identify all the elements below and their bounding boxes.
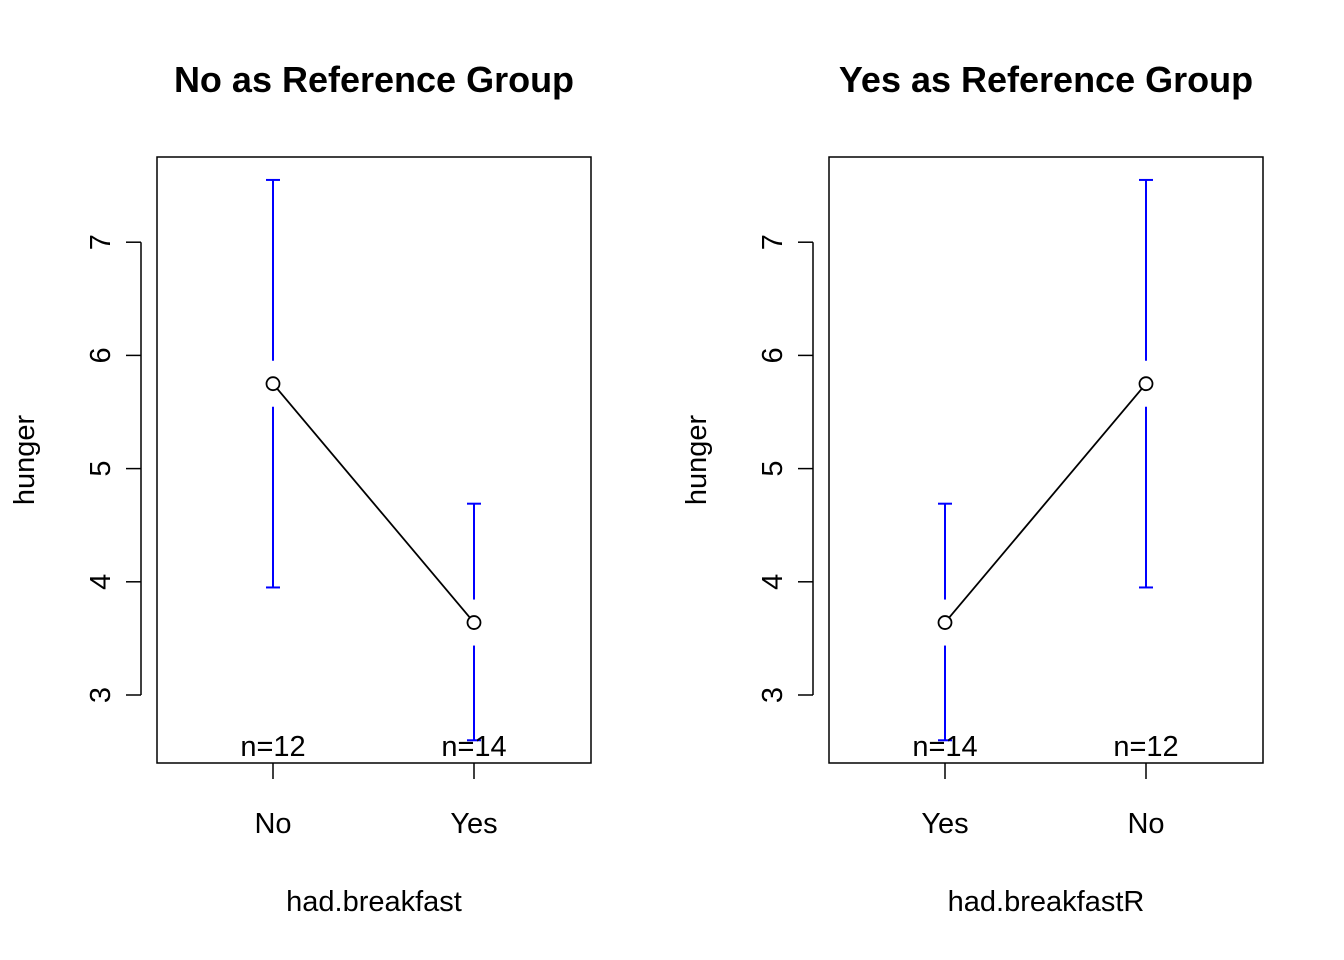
n-label: n=14 — [441, 731, 506, 763]
chart-panel-left: No as Reference Group 3 4 5 6 7 hunger No Yes had… — [9, 59, 592, 918]
y-axis-label: hunger — [9, 415, 41, 506]
y-tick-label: 4 — [757, 574, 789, 590]
n-label: n=14 — [912, 731, 977, 763]
n-label: n=12 — [240, 731, 305, 763]
x-tick-label: No — [1127, 808, 1164, 840]
mean-point — [265, 376, 281, 392]
x-tick-label: Yes — [921, 808, 968, 840]
y-tick-label: 7 — [85, 234, 117, 250]
mean-line — [276, 388, 471, 619]
chart-panel-right: Yes as Reference Group 3 4 5 6 7 hunger Yes No ha… — [681, 59, 1264, 918]
y-tick-label: 7 — [757, 234, 789, 250]
y-axis-label: hunger — [681, 415, 713, 506]
x-axis-label: had.breakfast — [286, 886, 462, 918]
y-tick-label: 6 — [85, 347, 117, 363]
y-tick-label: 5 — [757, 461, 789, 477]
n-label: n=12 — [1113, 731, 1178, 763]
x-axis-label: had.breakfastR — [948, 886, 1145, 918]
plot-frame — [156, 156, 592, 764]
x-tick-label: No — [254, 808, 291, 840]
y-tick-label: 6 — [757, 347, 789, 363]
y-tick-label: 3 — [757, 687, 789, 703]
x-tick-label: Yes — [450, 808, 497, 840]
mean-point — [1138, 376, 1154, 392]
mean-point — [466, 615, 482, 630]
y-tick-label: 3 — [85, 687, 117, 703]
mean-line — [948, 388, 1143, 619]
y-tick-label: 4 — [85, 574, 117, 590]
chart-title: No as Reference Group — [174, 59, 574, 100]
chart-title: Yes as Reference Group — [839, 59, 1253, 100]
plot-frame — [828, 156, 1264, 764]
y-tick-label: 5 — [85, 461, 117, 477]
mean-point — [937, 615, 953, 630]
